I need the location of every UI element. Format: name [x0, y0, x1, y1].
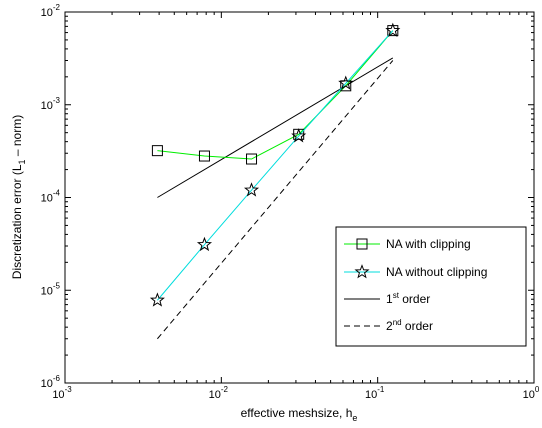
y-tick-label-base: 10: [41, 285, 53, 297]
data-point-na-without-clipping: [196, 236, 213, 252]
legend-label-na-without-clipping: NA without clipping: [386, 265, 487, 279]
y-tick-label: 10-3: [41, 96, 61, 112]
legend-label-number: 2: [386, 319, 393, 333]
series-line-2nd-order: [157, 60, 394, 340]
x-axis-label: effective meshsize, he: [241, 406, 358, 423]
y-tick-label-exp: -5: [53, 281, 61, 290]
legend-label-ordinal: st: [393, 291, 400, 300]
series-line-1st-order: [157, 57, 394, 198]
legend-label-rest: order: [399, 292, 430, 306]
x-tick-label: 10-3: [52, 385, 72, 401]
data-point-na-with-clipping: [198, 150, 210, 162]
y-axis-label-post: – norm): [10, 115, 24, 160]
y-axis-label: Discretization error (L1 – norm): [10, 115, 27, 279]
y-tick-label-base: 10: [41, 7, 53, 19]
data-point-na-with-clipping: [387, 25, 399, 37]
data-point-na-with-clipping: [340, 80, 352, 92]
y-tick-label-base: 10: [41, 193, 53, 205]
y-tick-label-base: 10: [41, 378, 53, 390]
data-point-na-with-clipping: [151, 145, 163, 157]
series-line-na-without-clipping: [157, 30, 394, 301]
legend: NA with clipping NA without clipping 1st o…: [335, 226, 527, 347]
x-tick-label-exp: 0: [535, 385, 540, 394]
x-tick-label-base: 10: [52, 389, 64, 401]
legend-marker-na-with-clipping: [356, 238, 368, 250]
data-point-na-without-clipping: [291, 128, 307, 143]
y-tick-label-exp: -3: [53, 96, 61, 105]
legend-label-number: 1: [386, 292, 393, 306]
y-tick-label-exp: -6: [53, 374, 61, 383]
plot-frame: [64, 11, 535, 384]
x-axis-label-sub: e: [352, 413, 357, 423]
x-tick-label-exp: -2: [221, 385, 229, 394]
x-tick-label-base: 10: [365, 389, 377, 401]
y-axis-label-sub: 1: [17, 159, 27, 164]
x-tick-label-exp: -3: [65, 385, 73, 394]
x-tick-label: 10-1: [365, 385, 385, 401]
y-tick-label-exp: -4: [53, 189, 61, 198]
data-point-na-without-clipping: [385, 22, 401, 38]
legend-label-na-with-clipping: NA with clipping: [386, 237, 471, 251]
x-tick-label-exp: -1: [377, 385, 385, 394]
legend-marker-na-without-clipping: [354, 264, 370, 279]
data-point-na-without-clipping: [338, 75, 354, 90]
y-tick-label: 10-5: [41, 281, 61, 297]
data-point-na-with-clipping: [246, 153, 258, 165]
legend-label-rest: order: [402, 319, 433, 333]
series-layer: [149, 22, 401, 340]
y-axis-label-pre: Discretization error (L: [10, 164, 24, 279]
x-tick-label: 100: [523, 385, 540, 401]
series-2nd-order: [157, 60, 394, 340]
y-tick-label-base: 10: [41, 100, 53, 112]
y-tick-label-exp: -2: [53, 3, 61, 12]
series-line-na-with-clipping: [157, 30, 394, 160]
data-point-na-without-clipping: [149, 292, 165, 307]
x-tick-label-base: 10: [209, 389, 221, 401]
legend-label-2nd-order: 2nd order: [386, 318, 433, 333]
series-na-without-clipping: [149, 22, 401, 307]
y-tick-label: 10-2: [41, 3, 61, 19]
x-axis-label-main: effective meshsize, h: [241, 406, 353, 420]
legend-label-ordinal: nd: [393, 318, 402, 327]
x-tick-label: 10-2: [209, 385, 229, 401]
y-tick-label: 10-4: [41, 189, 61, 205]
y-tick-label: 10-6: [41, 374, 61, 390]
data-point-na-without-clipping: [243, 182, 260, 197]
series-1st-order: [157, 57, 394, 198]
x-tick-label-base: 10: [523, 389, 535, 401]
legend-label-1st-order: 1st order: [386, 291, 430, 306]
